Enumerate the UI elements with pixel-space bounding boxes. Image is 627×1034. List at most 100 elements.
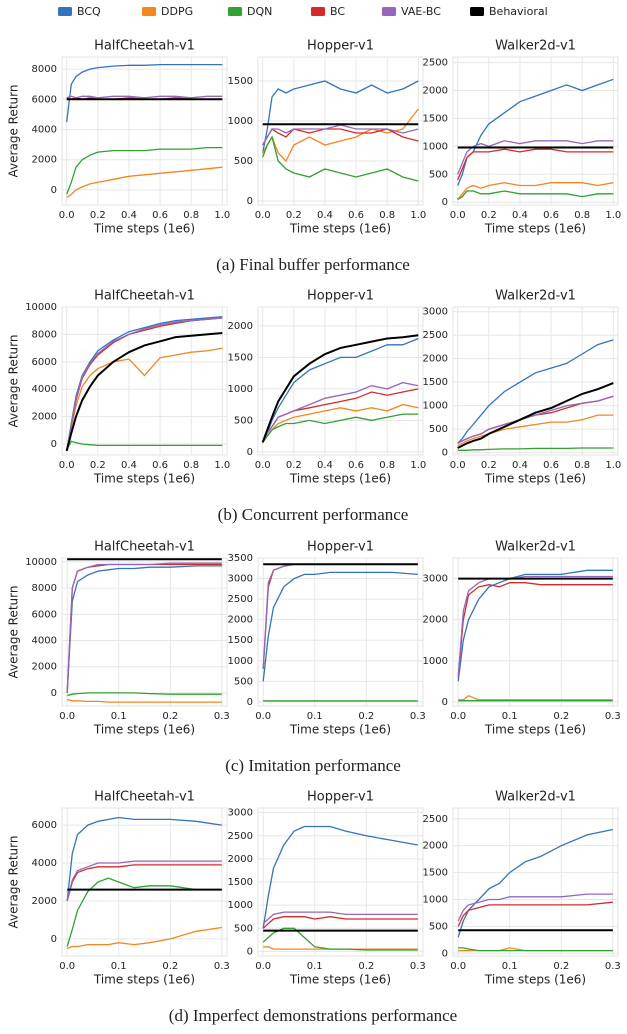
legend-label: DDPG (161, 5, 193, 18)
x-tick-label: 0.6 (348, 460, 364, 471)
y-tick-label: 500 (429, 921, 448, 932)
chart-title: Walker2d-v1 (495, 540, 576, 555)
y-tick-label: 2000 (228, 615, 253, 626)
x-tick-label: 1.0 (605, 210, 621, 221)
legend-label: BC (330, 5, 345, 18)
chart-title: HalfCheetah-v1 (94, 540, 195, 555)
y-tick-label: 8000 (32, 583, 57, 594)
y-tick-label: 2000 (228, 854, 253, 865)
plot-area (62, 57, 227, 205)
y-tick-label: 4000 (32, 124, 57, 135)
x-tick-label: 0.2 (481, 460, 497, 471)
x-tick-label: 0.6 (152, 210, 168, 221)
y-tick-label: 500 (234, 923, 253, 934)
y-axis-label: Average Return (7, 335, 21, 428)
y-tick-label: 4000 (32, 636, 57, 647)
y-tick-label: 1000 (228, 900, 253, 911)
plot-area (62, 808, 227, 956)
x-tick-label: 0.0 (59, 961, 75, 972)
x-tick-label: 0.0 (59, 711, 75, 722)
x-tick-label: 1.0 (214, 210, 230, 221)
x-tick-label: 0.1 (111, 961, 127, 972)
x-tick-label: 0.0 (450, 460, 466, 471)
y-tick-label: 2000 (423, 615, 448, 626)
chart-title: Hopper-v1 (307, 39, 374, 54)
y-tick-label: 1000 (423, 656, 448, 667)
y-tick-label: 6000 (32, 820, 57, 831)
y-tick-label: 3000 (228, 574, 253, 585)
x-tick-label: 0.4 (121, 460, 137, 471)
y-tick-label: 2500 (228, 594, 253, 605)
y-tick-label: 10000 (25, 557, 57, 568)
x-tick-label: 0.6 (152, 460, 168, 471)
y-tick-label: 2000 (32, 412, 57, 423)
x-tick-label: 0.0 (255, 210, 271, 221)
chart-title: Walker2d-v1 (495, 790, 576, 805)
y-tick-label: 0 (442, 448, 448, 459)
x-tick-label: 0.2 (162, 961, 178, 972)
y-tick-label: 0 (442, 697, 448, 708)
y-tick-label: 2000 (423, 86, 448, 97)
y-tick-label: 1000 (228, 384, 253, 395)
x-tick-label: 0.1 (111, 711, 127, 722)
y-tick-label: 0 (247, 196, 253, 207)
x-axis-label: Time steps (1e6) (93, 973, 195, 987)
x-tick-label: 0.8 (183, 460, 199, 471)
y-tick-label: 4000 (32, 858, 57, 869)
x-tick-label: 0.6 (543, 210, 559, 221)
y-tick-label: 0 (51, 439, 57, 450)
x-axis-label: Time steps (1e6) (484, 222, 586, 236)
plot-area (453, 57, 618, 205)
y-tick-label: 1000 (228, 116, 253, 127)
y-tick-label: 8000 (32, 329, 57, 340)
plot-area (258, 307, 423, 455)
y-tick-label: 1500 (228, 635, 253, 646)
chart-title: Hopper-v1 (307, 540, 374, 555)
x-tick-label: 1.0 (214, 460, 230, 471)
y-tick-label: 1000 (423, 894, 448, 905)
y-tick-label: 10000 (25, 302, 57, 313)
x-tick-label: 0.3 (410, 961, 426, 972)
y-tick-label: 3500 (228, 553, 253, 564)
y-tick-label: 1500 (228, 877, 253, 888)
y-axis-label: Average Return (7, 85, 21, 178)
y-tick-label: 0 (247, 697, 253, 708)
x-tick-label: 0.4 (317, 210, 333, 221)
x-tick-label: 1.0 (605, 460, 621, 471)
x-axis-label: Time steps (1e6) (289, 222, 391, 236)
x-tick-label: 0.6 (543, 460, 559, 471)
y-tick-label: 2500 (423, 814, 448, 825)
y-tick-label: 0 (247, 447, 253, 458)
x-tick-label: 1.0 (410, 460, 426, 471)
plot-area (453, 808, 618, 956)
chart-title: Walker2d-v1 (495, 289, 576, 304)
x-tick-label: 0.1 (307, 961, 323, 972)
chart-title: HalfCheetah-v1 (94, 289, 195, 304)
x-tick-label: 0.8 (379, 460, 395, 471)
y-tick-label: 500 (429, 169, 448, 180)
legend-swatch (470, 7, 484, 16)
x-tick-label: 0.0 (255, 460, 271, 471)
y-tick-label: 2000 (32, 155, 57, 166)
x-axis-label: Time steps (1e6) (289, 723, 391, 737)
legend-swatch (142, 7, 156, 16)
y-tick-label: 2000 (32, 662, 57, 673)
legend-swatch (228, 7, 242, 16)
x-tick-label: 0.4 (512, 460, 528, 471)
y-tick-label: 6000 (32, 609, 57, 620)
y-tick-label: 2500 (228, 831, 253, 842)
x-tick-label: 0.1 (307, 711, 323, 722)
y-tick-label: 3000 (228, 808, 253, 819)
x-tick-label: 0.0 (59, 210, 75, 221)
y-tick-label: 2000 (32, 896, 57, 907)
x-axis-label: Time steps (1e6) (93, 222, 195, 236)
y-tick-label: 6000 (32, 94, 57, 105)
legend-swatch (58, 7, 72, 16)
legend-swatch (382, 7, 396, 16)
x-tick-label: 0.2 (553, 961, 569, 972)
y-tick-label: 1500 (423, 868, 448, 879)
legend-label: Behavioral (489, 5, 548, 18)
x-axis-label: Time steps (1e6) (93, 472, 195, 486)
x-axis-label: Time steps (1e6) (484, 973, 586, 987)
